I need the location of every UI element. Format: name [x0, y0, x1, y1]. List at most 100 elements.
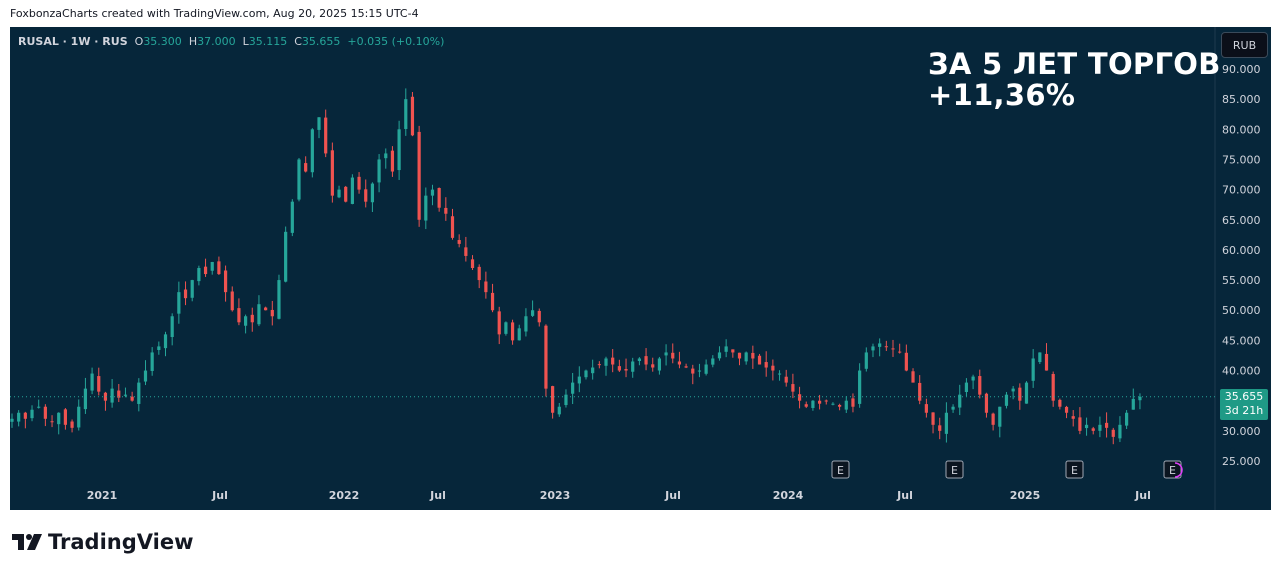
candle-body: [964, 382, 969, 393]
candle-body: [1138, 396, 1142, 401]
candle-body: [230, 291, 234, 311]
candle-body: [90, 373, 94, 391]
candle-body: [270, 309, 274, 317]
candle-body: [1011, 388, 1015, 392]
candle-body: [110, 388, 114, 403]
candle-body: [811, 400, 815, 408]
candle-body: [577, 376, 581, 384]
candle-body: [10, 418, 14, 422]
candle-body: [771, 365, 775, 371]
y-tick-label: 75.000: [1222, 153, 1261, 166]
candle-body: [1064, 406, 1069, 413]
candle-body: [958, 394, 962, 408]
candle-body: [998, 406, 1002, 427]
candle-body: [1044, 353, 1049, 371]
candle-body: [1084, 424, 1089, 429]
candle-body: [584, 370, 588, 378]
candle-body: [991, 413, 995, 425]
candle-body: [604, 358, 608, 366]
candle-body: [757, 355, 762, 365]
y-tick-label: 25.000: [1222, 455, 1261, 468]
candle-body: [764, 362, 768, 368]
candle-body: [417, 131, 421, 220]
candle-body: [97, 376, 101, 392]
y-tick-label: 90.000: [1222, 63, 1261, 76]
candle-body: [1004, 394, 1009, 406]
x-tick-label: 2024: [773, 489, 804, 502]
tradingview-logo[interactable]: TradingView: [12, 530, 193, 554]
candle-body: [297, 159, 301, 200]
candle-body: [551, 386, 555, 413]
candle-body: [711, 358, 715, 365]
candlestick-chart[interactable]: 90.000 85.000 80.000 75.000 70.000 65.000 60.0…: [10, 27, 1271, 510]
candle-body: [117, 390, 121, 398]
candle-body: [1071, 416, 1075, 419]
bar-countdown: 3d 21h: [1224, 404, 1264, 417]
y-tick-label: 60.000: [1222, 244, 1261, 257]
low-value: 35.115: [248, 35, 288, 48]
candle-body: [330, 150, 334, 196]
x-tick-label: Jul: [429, 489, 446, 502]
symbol-label: RUSAL · 1W · RUS: [18, 35, 128, 48]
candle-body: [183, 289, 188, 299]
candle-body: [931, 412, 935, 425]
candle-body: [530, 310, 535, 316]
candle-body: [1091, 428, 1095, 431]
candle-body: [30, 409, 34, 419]
candle-body: [344, 186, 348, 202]
candle-body: [664, 352, 668, 356]
candle-body: [1018, 387, 1022, 401]
y-tick-label: 80.000: [1222, 123, 1261, 136]
candle-body: [264, 307, 268, 311]
candle-body: [337, 189, 341, 198]
candle-body: [844, 400, 848, 410]
next-earnings-indicator: [1174, 462, 1183, 478]
candle-body: [858, 370, 862, 404]
candle-body: [557, 406, 561, 415]
x-tick-label: 2023: [540, 489, 571, 502]
candle-body: [1031, 358, 1035, 381]
candle-body: [70, 421, 74, 428]
candle-body: [284, 231, 288, 282]
earnings-marker: [945, 460, 964, 479]
candle-body: [851, 398, 855, 407]
candle-body: [130, 396, 134, 401]
y-tick-label: 65.000: [1222, 214, 1261, 227]
y-tick-label: 50.000: [1222, 304, 1261, 317]
candle-body: [37, 406, 41, 408]
open-label: O: [134, 35, 144, 48]
earnings-marker-label: E: [837, 464, 844, 477]
candle-body: [1058, 399, 1062, 407]
candle-body: [317, 117, 321, 130]
candle-body: [137, 382, 141, 404]
candle-body: [397, 129, 401, 171]
candle-body: [377, 159, 381, 183]
candle-body: [878, 343, 882, 347]
candle-body: [838, 404, 842, 407]
candle-body: [617, 366, 621, 371]
candle-body: [210, 261, 214, 271]
y-tick-label: 45.000: [1222, 334, 1261, 347]
candle-body: [918, 382, 922, 401]
last-price-value: 35.655: [1224, 390, 1264, 403]
candle-body: [43, 406, 47, 419]
x-tick-label: 2021: [87, 489, 118, 502]
candle-body: [424, 195, 428, 221]
candle-body: [864, 352, 868, 369]
candle-body: [791, 384, 795, 392]
candle-body: [223, 270, 228, 293]
candle-body: [350, 177, 354, 204]
x-tick-label: 2025: [1010, 489, 1041, 502]
y-tick-label: 55.000: [1222, 274, 1261, 287]
candle-body: [971, 376, 975, 381]
candle-body: [677, 361, 682, 365]
currency-button[interactable]: RUB: [1221, 32, 1268, 58]
candle-body: [157, 346, 161, 350]
chart-panel[interactable]: 90.000 85.000 80.000 75.000 70.000 65.000 60.0…: [10, 27, 1271, 510]
candle-body: [951, 406, 955, 410]
candle-body: [50, 421, 54, 423]
candle-body: [671, 352, 675, 359]
candle-body: [163, 334, 168, 349]
candle-body: [984, 393, 989, 413]
candle-body: [1125, 412, 1129, 426]
